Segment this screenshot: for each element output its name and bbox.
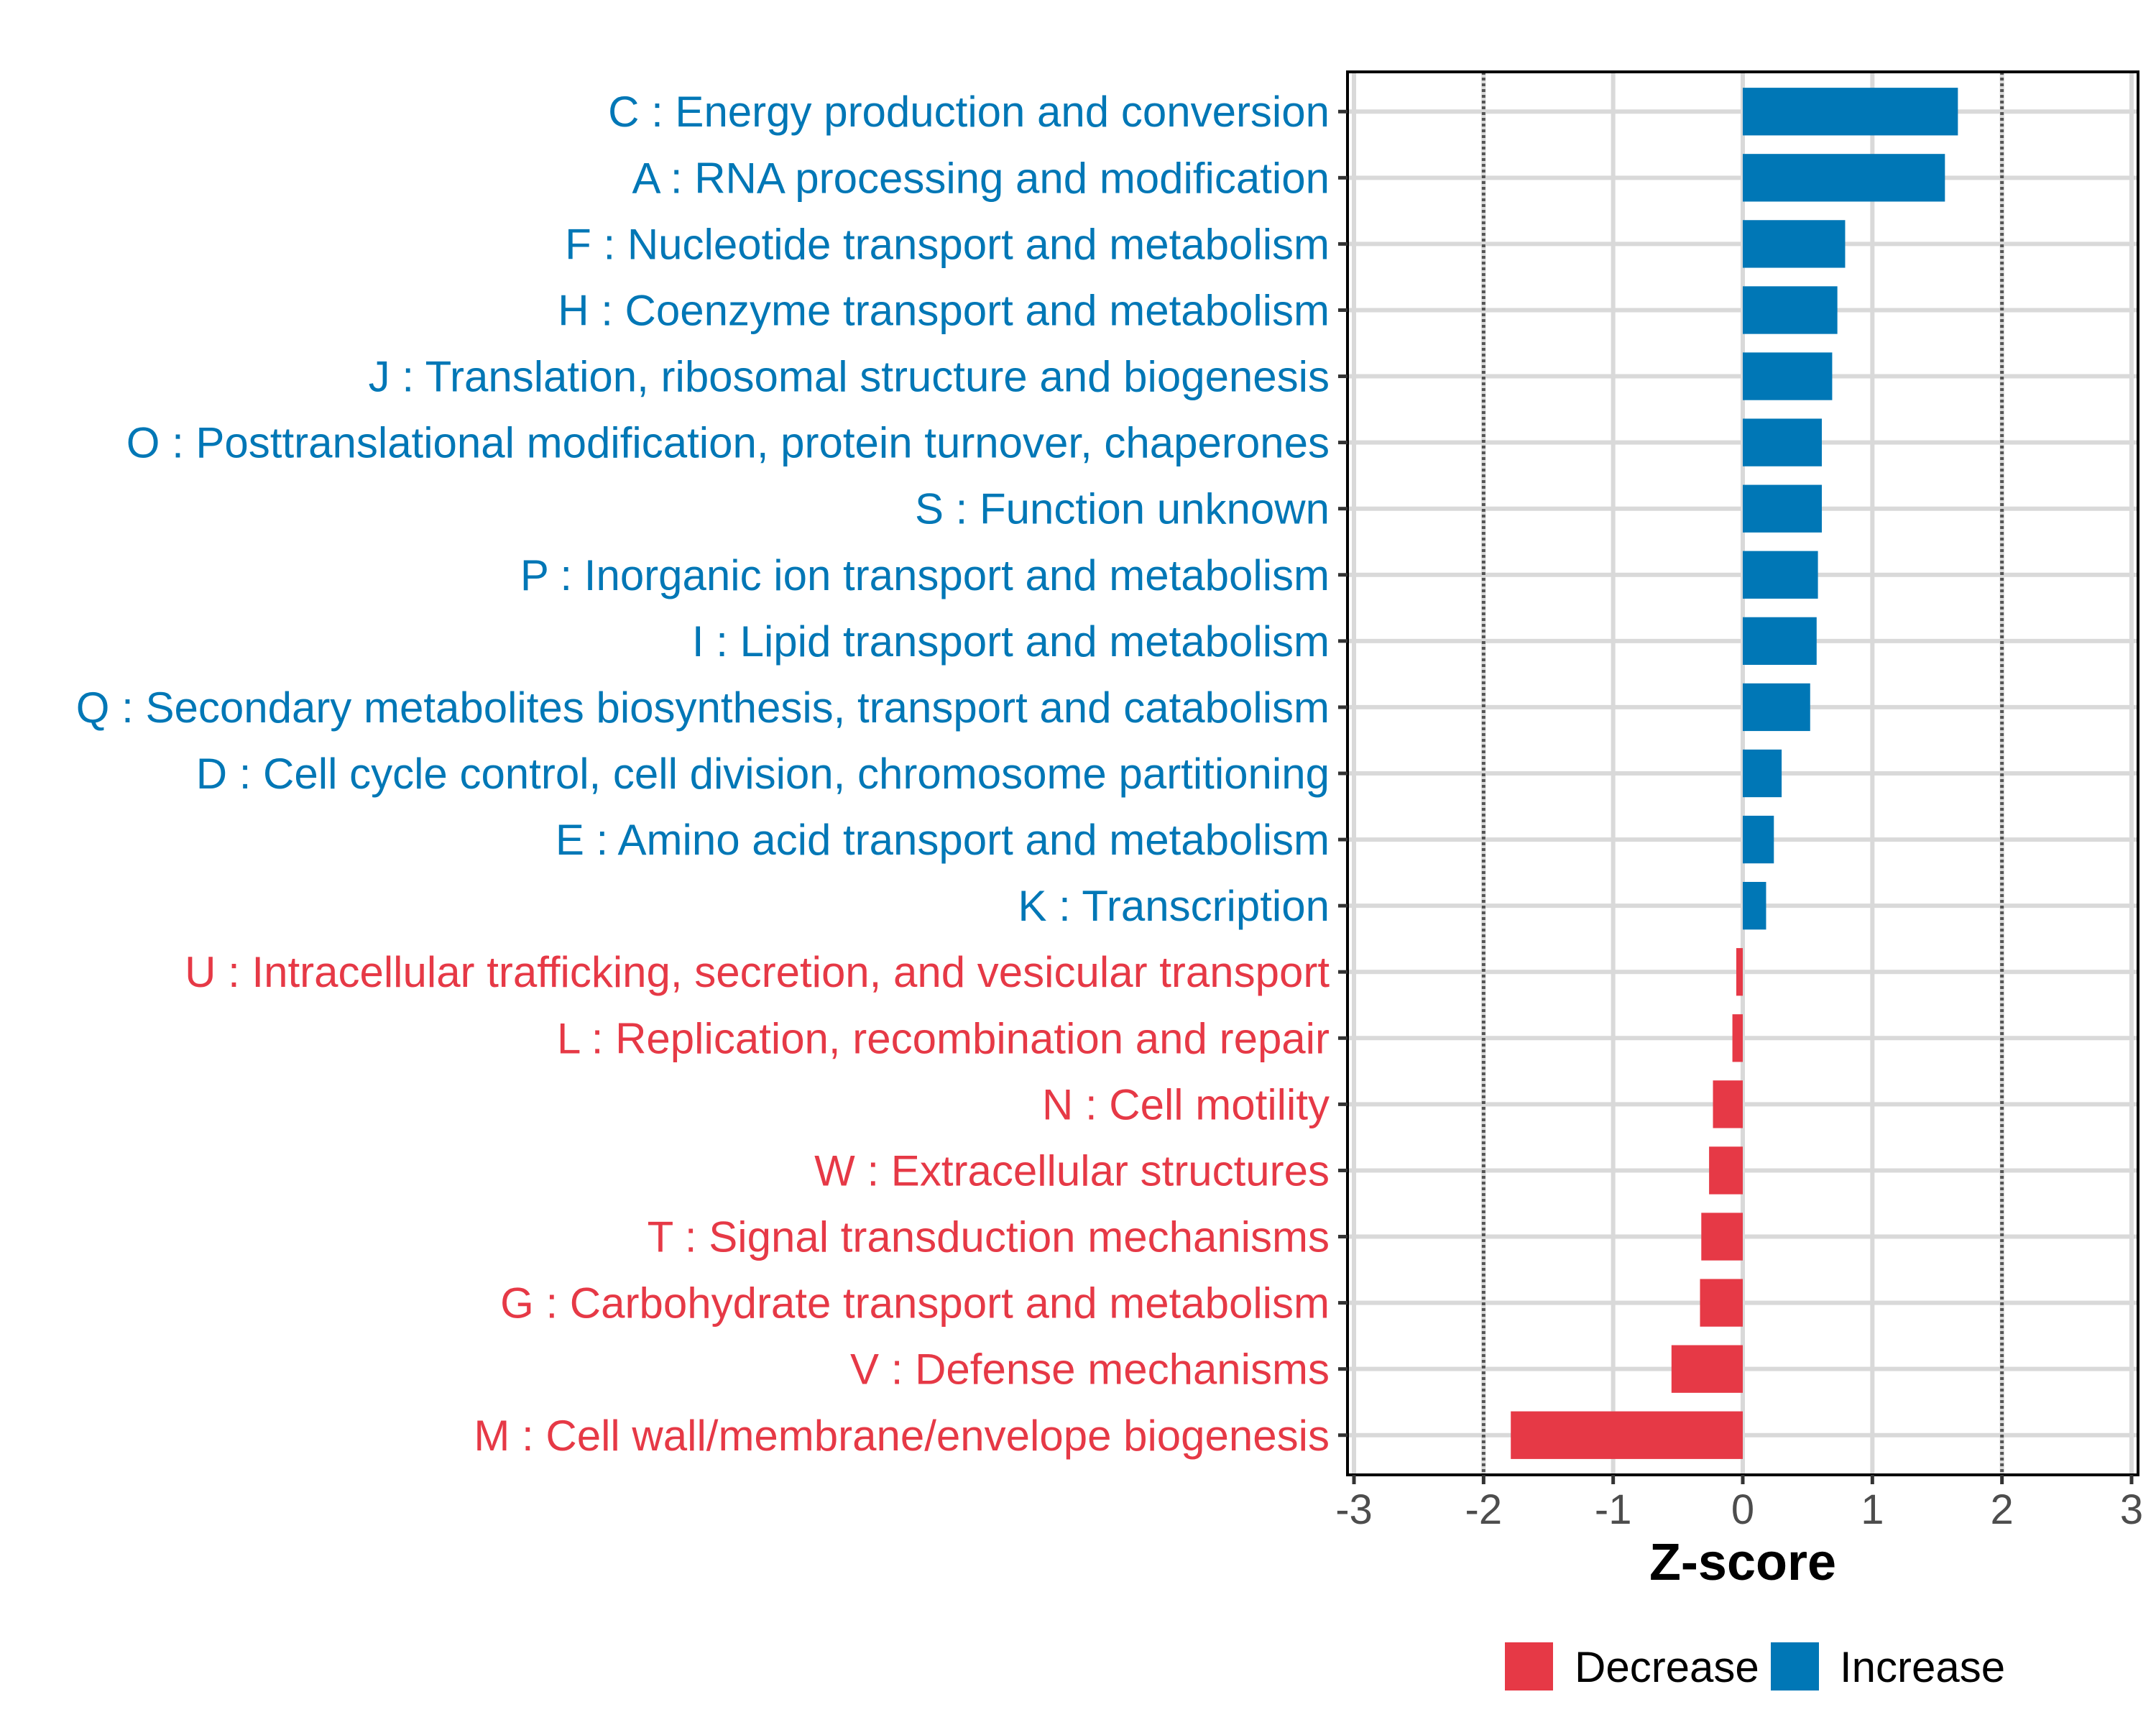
bar-g [1700, 1279, 1743, 1327]
x-tick-label: 2 [1991, 1486, 2014, 1533]
y-tick-label: A : RNA processing and modification [632, 154, 1330, 202]
reference-lines [1481, 72, 2004, 1475]
bars [1511, 88, 1958, 1459]
legend-label-increase: Increase [1840, 1643, 2005, 1691]
y-tick-label: J : Translation, ribosomal structure and… [369, 353, 1330, 401]
y-tick-label: L : Replication, recombination and repai… [557, 1014, 1330, 1062]
y-tick-label: K : Transcription [1018, 882, 1330, 930]
x-tick-label: -1 [1595, 1486, 1632, 1533]
legend-swatch-increase [1771, 1642, 1819, 1690]
y-tick-label: N : Cell motility [1042, 1080, 1330, 1128]
y-tick-label: T : Signal transduction mechanisms [648, 1213, 1330, 1261]
bar-o [1743, 418, 1822, 466]
y-tick-label: V : Defense mechanisms [850, 1346, 1330, 1394]
bar-n [1713, 1080, 1743, 1128]
plot-panel [1346, 70, 2139, 1476]
bar-e [1743, 815, 1774, 864]
bar-j [1743, 352, 1833, 400]
y-tick-label: D : Cell cycle control, cell division, c… [196, 750, 1330, 798]
x-tick-label: -3 [1335, 1486, 1373, 1533]
y-tick-label: E : Amino acid transport and metabolism [556, 816, 1330, 864]
y-tick-label: M : Cell wall/membrane/envelope biogenes… [474, 1412, 1330, 1460]
bar-v [1671, 1345, 1743, 1393]
y-tick-label: O : Posttranslational modification, prot… [126, 419, 1330, 467]
bar-a [1743, 154, 1945, 202]
x-tick-label: 3 [2120, 1486, 2143, 1533]
bar-m [1511, 1411, 1743, 1459]
bar-i [1743, 617, 1817, 665]
x-axis: -3 -2 -1 0 1 2 3 [1335, 1475, 2143, 1533]
y-axis: C : Energy production and conversion A : … [76, 88, 1348, 1460]
bar-k [1743, 882, 1766, 930]
y-tick-label: C : Energy production and conversion [608, 88, 1330, 136]
bar-w [1709, 1146, 1743, 1195]
legend-label-decrease: Decrease [1575, 1643, 1759, 1691]
y-tick-label: S : Function unknown [915, 485, 1330, 533]
bar-f [1743, 220, 1846, 268]
x-tick-label: 1 [1861, 1486, 1884, 1533]
legend-swatch-decrease [1505, 1642, 1553, 1690]
bar-p [1743, 551, 1818, 599]
legend: Decrease Increase [1505, 1642, 2005, 1691]
bar-h [1743, 286, 1838, 334]
y-tick-label: P : Inorganic ion transport and metaboli… [520, 551, 1330, 599]
bar-q [1743, 683, 1810, 732]
y-tick-label: Q : Secondary metabolites biosynthesis, … [76, 684, 1330, 732]
bar-u [1736, 948, 1743, 996]
x-tick-label: -2 [1465, 1486, 1503, 1533]
y-tick-label: U : Intracellular trafficking, secretion… [185, 948, 1330, 996]
bar-c [1743, 88, 1958, 136]
y-tick-label: H : Coenzyme transport and metabolism [558, 286, 1330, 334]
y-tick-label: G : Carbohydrate transport and metabolis… [500, 1279, 1330, 1328]
x-tick-label: 0 [1731, 1486, 1754, 1533]
bar-l [1732, 1014, 1743, 1062]
bar-d [1743, 749, 1782, 798]
bar-s [1743, 484, 1822, 533]
y-tick-label: F : Nucleotide transport and metabolism [565, 220, 1330, 268]
bar-t [1701, 1213, 1743, 1261]
x-axis-title: Z-score [1649, 1534, 1836, 1591]
y-tick-label: W : Extracellular structures [814, 1146, 1330, 1195]
y-tick-label: I : Lipid transport and metabolism [692, 617, 1330, 666]
